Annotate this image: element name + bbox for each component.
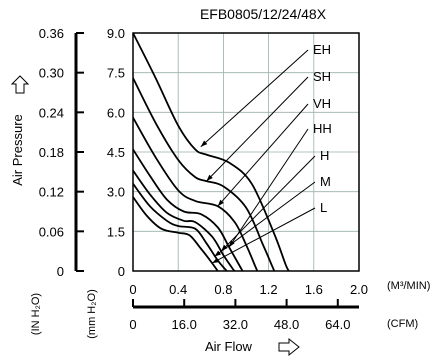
m3min-tick-label: 0.4 xyxy=(169,282,187,297)
leader-line-hh xyxy=(228,128,309,248)
inh2o-tick-label: 0 xyxy=(57,264,64,279)
mmh2o-tick-label: 0 xyxy=(118,264,125,279)
curve-eh xyxy=(133,33,290,271)
m3min-tick-label: 1.6 xyxy=(305,282,323,297)
inh2o-tick-labels: 0 0.06 0.12 0.18 0.24 0.30 0.36 xyxy=(39,26,84,279)
curve-h xyxy=(133,169,236,271)
m3min-unit-label: (M³/MIN) xyxy=(387,280,430,292)
cfm-tick-label: 32.0 xyxy=(223,317,248,332)
leader-line-vh xyxy=(217,103,309,207)
curve-sh xyxy=(133,77,276,271)
series-label-m: M xyxy=(320,174,331,189)
inh2o-tick-label: 0.30 xyxy=(39,66,64,81)
mmh2o-tick-label: 3.0 xyxy=(107,185,125,200)
cfm-tick-label: 16.0 xyxy=(172,317,197,332)
leader-arrow-m xyxy=(214,250,222,257)
cfm-tick-label: 64.0 xyxy=(325,317,350,332)
curve-l xyxy=(133,196,219,271)
leader-arrow-vh xyxy=(217,199,224,207)
curve-m xyxy=(133,183,228,271)
inh2o-tick-label: 0.18 xyxy=(39,145,64,160)
leader-line-sh xyxy=(206,76,309,182)
curve-vh xyxy=(133,117,259,271)
mmh2o-unit-label: (mm H₂O) xyxy=(86,289,98,338)
curve-hh xyxy=(133,148,244,271)
inh2o-tick-label: 0.12 xyxy=(39,185,64,200)
mmh2o-tick-label: 1.5 xyxy=(107,224,125,239)
leader-arrow-h xyxy=(221,244,228,252)
chart-title: EFB0805/12/24/48X xyxy=(200,6,327,22)
leader-line-m xyxy=(214,181,316,257)
y-axis-arrow-icon xyxy=(10,75,30,94)
mmh2o-tick-label: 4.5 xyxy=(107,145,125,160)
series-label-eh: EH xyxy=(313,42,331,57)
series-leader-lines xyxy=(200,49,316,264)
series-label-h: H xyxy=(320,148,329,163)
leader-arrow-sh xyxy=(206,174,213,182)
m3min-tick-label: 0 xyxy=(129,282,136,297)
plot-frame xyxy=(132,32,360,272)
cfm-tick-labels: 0 16.0 32.0 48.0 64.0 xyxy=(129,299,350,332)
m3min-tick-label: 1.2 xyxy=(260,282,278,297)
leader-line-h xyxy=(220,155,316,252)
cfm-unit-label: (CFM) xyxy=(387,318,418,330)
series-label-sh: SH xyxy=(313,69,331,84)
mmh2o-tick-label: 7.5 xyxy=(107,66,125,81)
leader-line-l xyxy=(211,207,316,264)
leader-arrow-eh xyxy=(200,140,208,147)
inh2o-unit-label: (IN H₂O) xyxy=(30,293,42,335)
inh2o-tick-label: 0.24 xyxy=(39,105,64,120)
leader-arrow-l xyxy=(212,257,220,264)
m3min-tick-label: 2.0 xyxy=(350,282,368,297)
m3min-tick-labels: 0 0.4 0.8 1.2 1.6 2.0 xyxy=(129,282,368,297)
series-label-vh: VH xyxy=(313,96,331,111)
series-label-hh: HH xyxy=(313,121,332,136)
x-axis-title: Air Flow xyxy=(205,339,253,354)
cfm-tick-label: 48.0 xyxy=(274,317,299,332)
m3min-tick-label: 0.8 xyxy=(214,282,232,297)
inh2o-tick-label: 0.06 xyxy=(39,224,64,239)
series-label-l: L xyxy=(320,200,327,215)
x-axis-arrow-icon xyxy=(278,337,300,357)
leader-line-eh xyxy=(200,49,309,148)
mmh2o-tick-label: 6.0 xyxy=(107,105,125,120)
cfm-tick-label: 0 xyxy=(129,317,136,332)
inh2o-tick-label: 0.36 xyxy=(39,26,64,41)
mmh2o-tick-labels: 0 1.5 3.0 4.5 6.0 7.5 9.0 xyxy=(107,26,125,279)
mmh2o-tick-label: 9.0 xyxy=(107,26,125,41)
y-axis-title: Air Pressure xyxy=(10,114,25,186)
